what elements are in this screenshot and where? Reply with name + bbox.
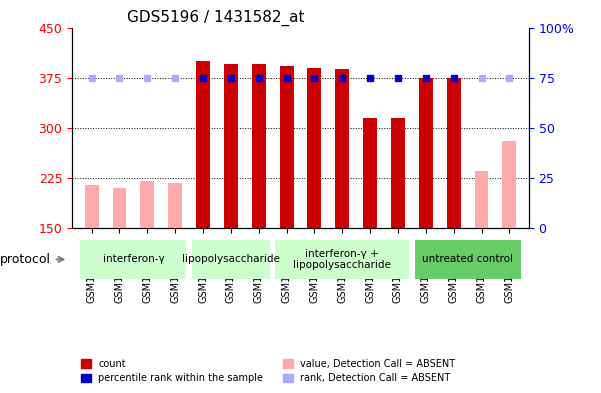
Bar — [81, 240, 186, 279]
Bar — [475, 171, 489, 228]
Bar — [252, 64, 266, 228]
Bar — [363, 118, 377, 228]
Text: interferon-γ: interferon-γ — [103, 254, 164, 264]
Bar — [192, 240, 270, 279]
Bar — [196, 61, 210, 228]
Bar — [502, 141, 516, 228]
Bar — [85, 184, 99, 228]
Text: GDS5196 / 1431582_at: GDS5196 / 1431582_at — [127, 10, 305, 26]
Legend: count, percentile rank within the sample, value, Detection Call = ABSENT, rank, : count, percentile rank within the sample… — [77, 354, 459, 387]
Bar — [168, 182, 182, 228]
Bar — [275, 240, 409, 279]
Bar — [112, 188, 126, 228]
Bar — [335, 69, 349, 228]
Text: untreated control: untreated control — [422, 254, 513, 264]
Bar — [391, 118, 405, 228]
Text: interferon-γ +
lipopolysaccharide: interferon-γ + lipopolysaccharide — [293, 249, 391, 270]
Bar — [279, 66, 293, 228]
Bar — [141, 181, 154, 228]
Bar — [419, 77, 433, 228]
Text: protocol: protocol — [0, 253, 64, 266]
Bar — [224, 64, 238, 228]
Bar — [447, 77, 460, 228]
Bar — [415, 240, 520, 279]
Text: lipopolysaccharide: lipopolysaccharide — [182, 254, 280, 264]
Bar — [308, 68, 322, 228]
